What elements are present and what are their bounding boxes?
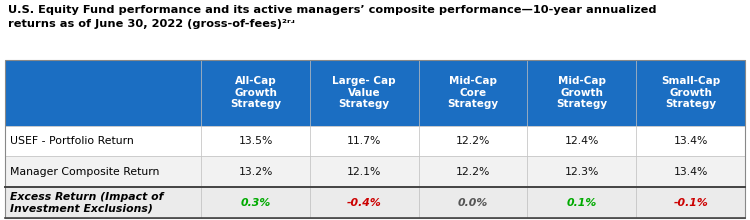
Bar xyxy=(5,60,201,126)
Bar xyxy=(419,126,527,156)
Bar xyxy=(636,126,745,156)
Bar xyxy=(5,187,201,218)
Bar xyxy=(201,187,310,218)
Bar xyxy=(310,187,419,218)
Bar xyxy=(310,60,419,126)
Text: U.S. Equity Fund performance and its active managers’ composite performance—10-y: U.S. Equity Fund performance and its act… xyxy=(8,5,656,29)
Text: 13.2%: 13.2% xyxy=(238,167,273,177)
Text: 13.5%: 13.5% xyxy=(238,136,273,146)
Text: 12.1%: 12.1% xyxy=(347,167,382,177)
Text: Large- Cap
Value
Strategy: Large- Cap Value Strategy xyxy=(332,76,396,109)
Text: 12.3%: 12.3% xyxy=(565,167,599,177)
Bar xyxy=(201,126,310,156)
Bar xyxy=(310,126,419,156)
Bar xyxy=(636,187,745,218)
Text: Small-Cap
Growth
Strategy: Small-Cap Growth Strategy xyxy=(661,76,720,109)
Bar xyxy=(419,60,527,126)
Text: 0.1%: 0.1% xyxy=(567,198,597,208)
Bar xyxy=(527,126,636,156)
Bar xyxy=(527,60,636,126)
Text: 13.4%: 13.4% xyxy=(674,167,708,177)
Text: Mid-Cap
Core
Strategy: Mid-Cap Core Strategy xyxy=(448,76,499,109)
Text: USEF - Portfolio Return: USEF - Portfolio Return xyxy=(10,136,134,146)
Text: Mid-Cap
Growth
Strategy: Mid-Cap Growth Strategy xyxy=(556,76,608,109)
Bar xyxy=(5,156,201,187)
Bar xyxy=(636,60,745,126)
Text: -0.4%: -0.4% xyxy=(347,198,382,208)
Text: 12.4%: 12.4% xyxy=(565,136,599,146)
Bar xyxy=(419,187,527,218)
Bar xyxy=(310,156,419,187)
Bar xyxy=(201,156,310,187)
Bar xyxy=(419,156,527,187)
Text: All-Cap
Growth
Strategy: All-Cap Growth Strategy xyxy=(230,76,281,109)
Text: -0.1%: -0.1% xyxy=(674,198,708,208)
Text: 12.2%: 12.2% xyxy=(456,167,490,177)
Text: 12.2%: 12.2% xyxy=(456,136,490,146)
Text: 11.7%: 11.7% xyxy=(347,136,382,146)
Bar xyxy=(5,126,201,156)
Bar xyxy=(636,156,745,187)
Text: 0.3%: 0.3% xyxy=(240,198,271,208)
Bar xyxy=(5,60,745,218)
Bar xyxy=(527,156,636,187)
Text: Excess Return (Impact of
Investment Exclusions): Excess Return (Impact of Investment Excl… xyxy=(10,192,164,213)
Text: 13.4%: 13.4% xyxy=(674,136,708,146)
Bar xyxy=(201,60,310,126)
Text: Manager Composite Return: Manager Composite Return xyxy=(10,167,159,177)
Text: 0.0%: 0.0% xyxy=(458,198,488,208)
Bar xyxy=(527,187,636,218)
